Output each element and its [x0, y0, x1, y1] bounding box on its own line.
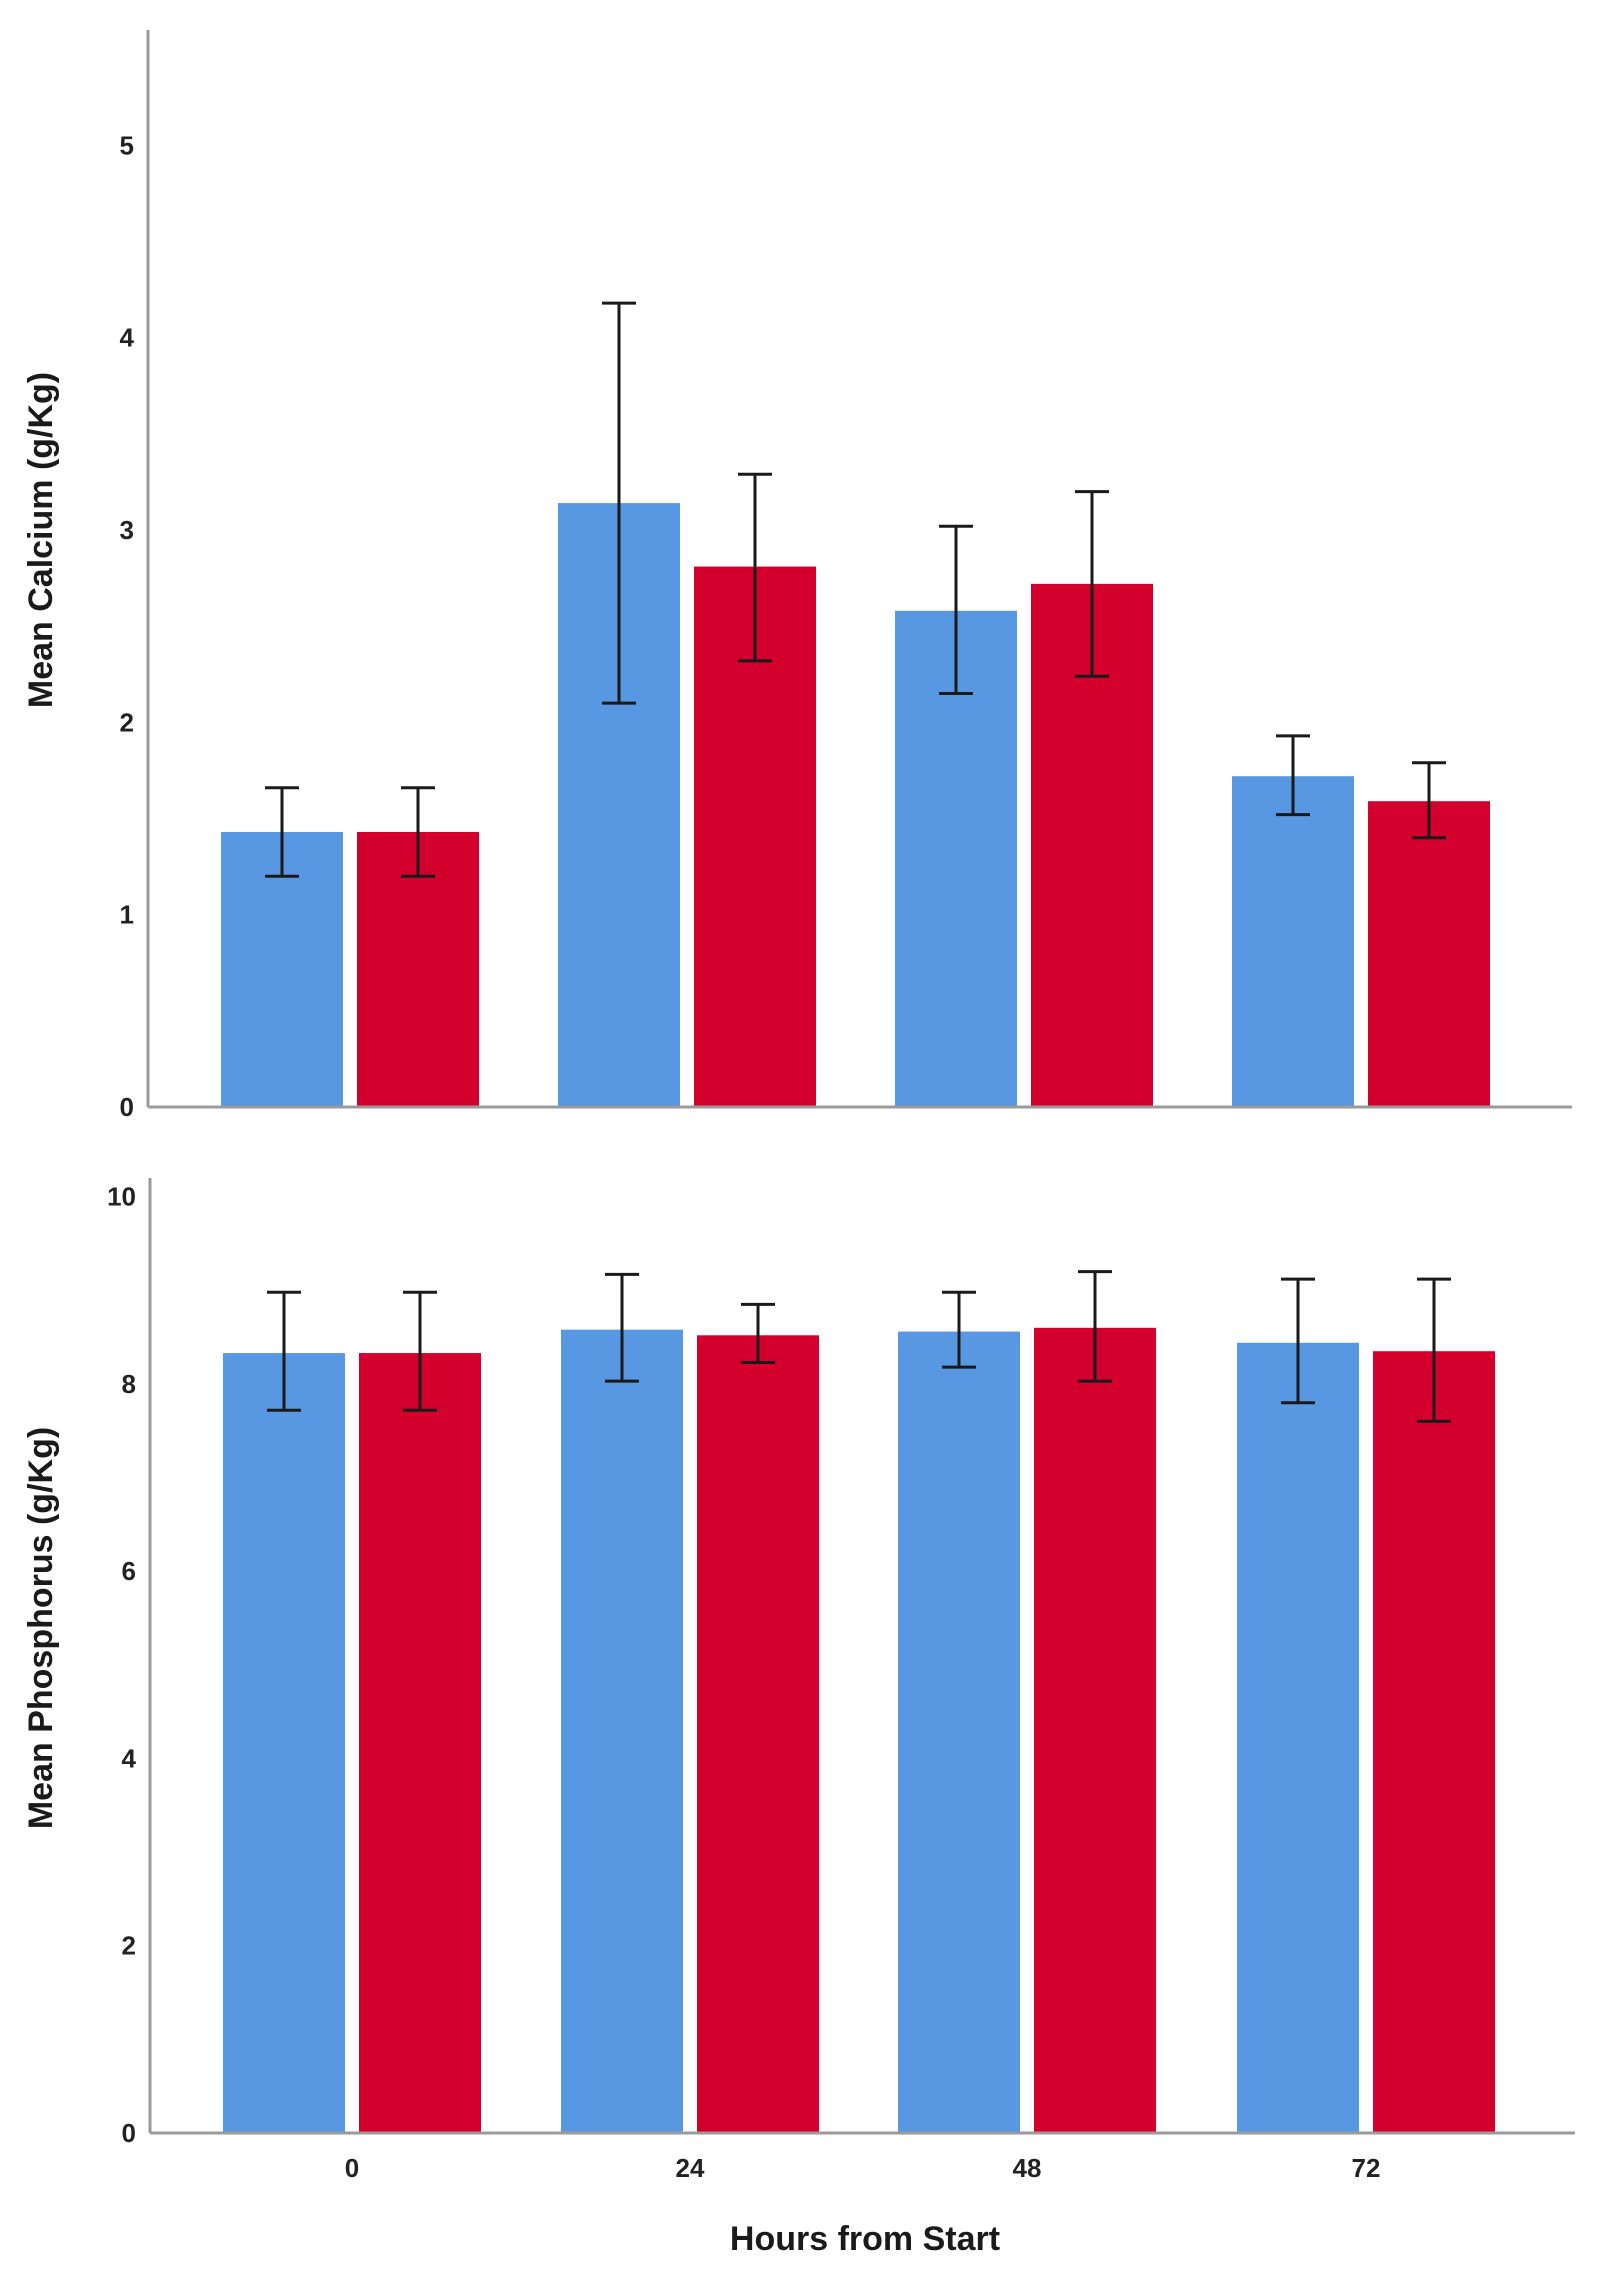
calcium-bar-b-0 — [357, 831, 479, 1107]
calcium-error-bar-a-72 — [1276, 734, 1310, 817]
phosphorus-x-tick-label: 0 — [345, 2153, 359, 2183]
calcium-y-tick-label: 4 — [120, 323, 135, 353]
phosphorus-error-bar-a-48 — [942, 1290, 976, 1369]
phosphorus-bar-a-72 — [1237, 1342, 1359, 2133]
calcium-chart: 0 1 2 3 4 5 Mean Calcium (g/Kg) — [22, 30, 1572, 1122]
phosphorus-bar-a-0 — [223, 1353, 345, 2133]
phosphorus-y-tick-label: 8 — [122, 1369, 136, 1399]
calcium-bar-a-72 — [1232, 776, 1354, 1107]
calcium-y-axis-title: Mean Calcium (g/Kg) — [22, 372, 60, 708]
calcium-error-bar-a-0 — [265, 786, 299, 878]
phosphorus-x-axis-title: Hours from Start — [730, 2220, 1000, 2258]
phosphorus-error-bar-a-24 — [605, 1272, 639, 1383]
phosphorus-bar-b-0 — [359, 1353, 481, 2133]
phosphorus-y-tick-label: 0 — [122, 2118, 136, 2148]
calcium-error-bar-b-0 — [401, 786, 435, 878]
calcium-y-tick-label: 0 — [120, 1092, 134, 1122]
phosphorus-error-bar-b-0 — [403, 1290, 437, 1412]
calcium-error-bar-a-48 — [939, 524, 973, 696]
calcium-error-bar-b-24 — [738, 472, 772, 663]
phosphorus-x-tick-label: 48 — [1013, 2153, 1042, 2183]
phosphorus-error-bar-b-72 — [1417, 1277, 1451, 1423]
calcium-error-bar-b-72 — [1412, 761, 1446, 840]
phosphorus-y-axis-title: Mean Phosphorus (g/Kg) — [22, 1427, 60, 1829]
phosphorus-y-tick-label: 2 — [122, 1931, 136, 1961]
phosphorus-bar-b-72 — [1373, 1351, 1495, 2133]
phosphorus-bar-b-24 — [697, 1335, 819, 2133]
calcium-y-tick-label: 2 — [120, 707, 134, 737]
phosphorus-x-tick-label: 72 — [1352, 2153, 1381, 2183]
phosphorus-y-tick-label: 4 — [122, 1743, 137, 1773]
phosphorus-error-bar-a-0 — [267, 1290, 301, 1412]
calcium-y-tick-label: 3 — [120, 515, 134, 545]
calcium-bar-b-72 — [1368, 801, 1490, 1107]
calcium-error-bar-a-24 — [602, 301, 636, 705]
phosphorus-bar-a-48 — [898, 1331, 1020, 2133]
phosphorus-x-tick-label: 24 — [676, 2153, 705, 2183]
phosphorus-bar-a-24 — [561, 1329, 683, 2133]
phosphorus-y-tick-label: 10 — [107, 1182, 136, 1212]
calcium-y-tick-label: 1 — [120, 900, 134, 930]
phosphorus-error-bar-a-72 — [1281, 1277, 1315, 1405]
calcium-error-bar-b-48 — [1075, 490, 1109, 678]
phosphorus-error-bar-b-24 — [741, 1302, 775, 1364]
calcium-y-tick-label: 5 — [120, 130, 134, 160]
phosphorus-error-bar-b-48 — [1078, 1270, 1112, 1383]
phosphorus-bar-b-48 — [1034, 1327, 1156, 2133]
phosphorus-y-tick-label: 6 — [122, 1556, 136, 1586]
calcium-bar-a-0 — [221, 831, 343, 1107]
